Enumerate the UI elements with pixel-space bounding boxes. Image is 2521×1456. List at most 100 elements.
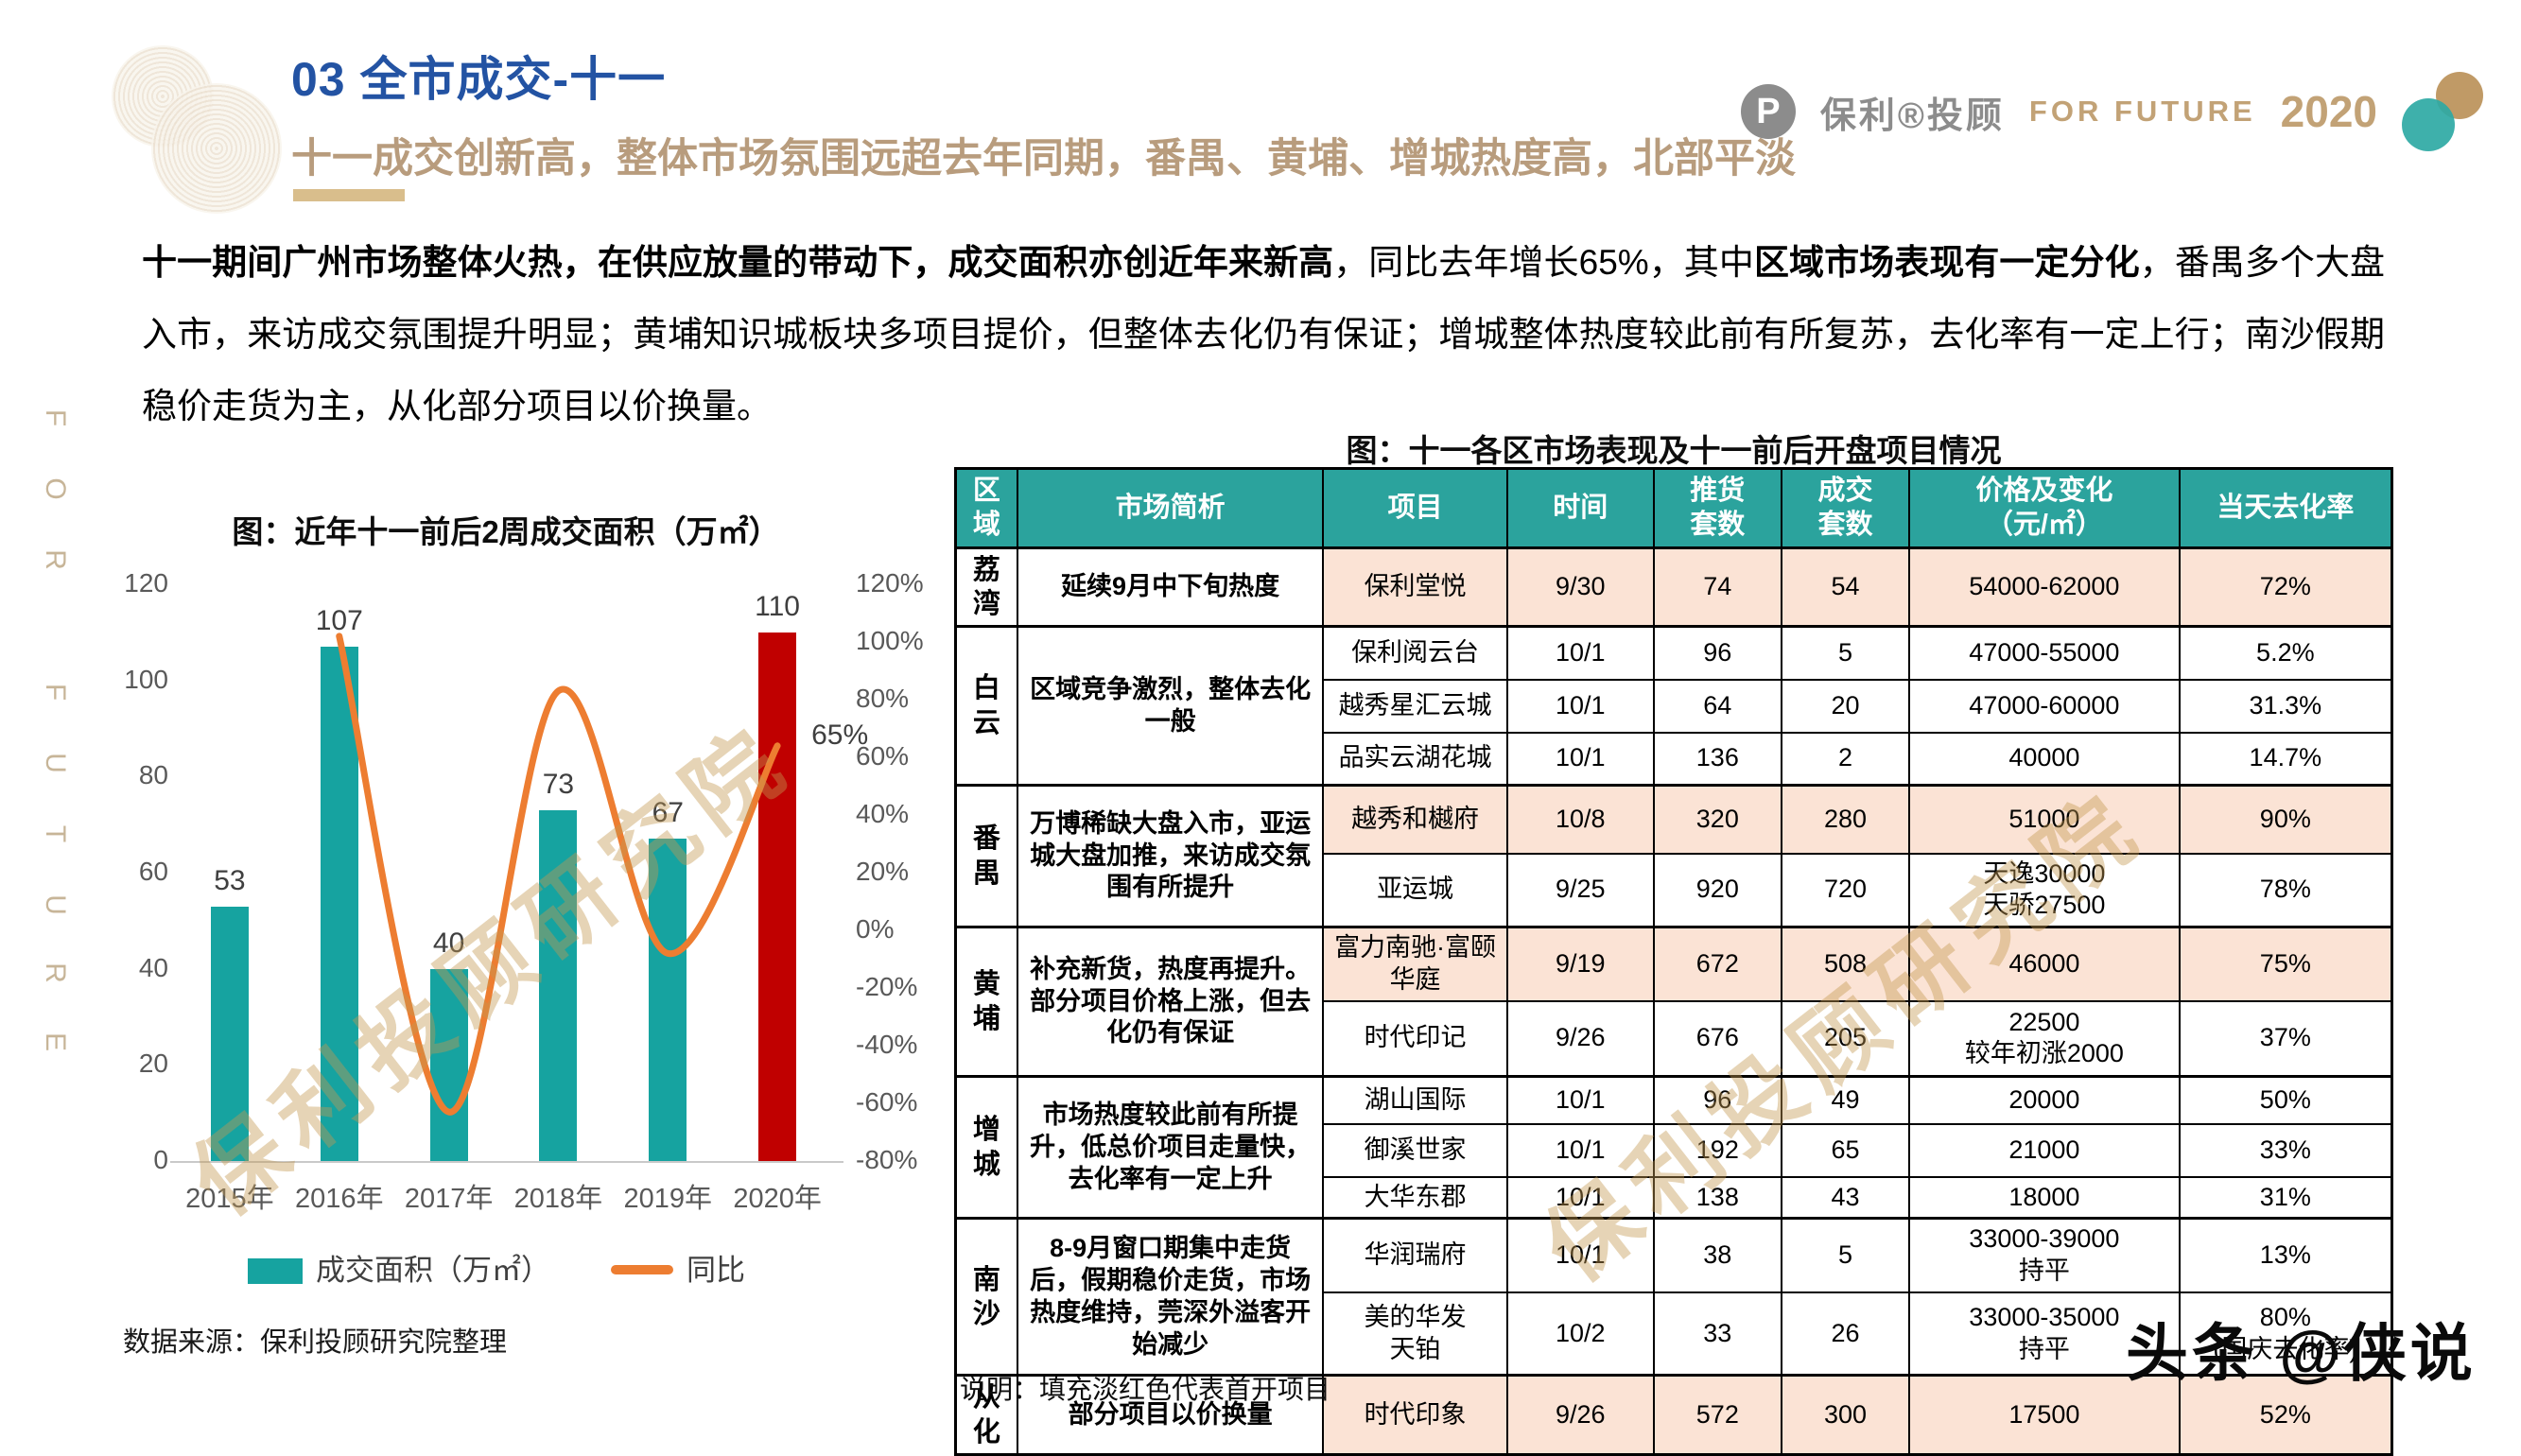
price-cell: 天逸30000 天骄27500 (1908, 852, 2181, 928)
source-badge: 头条 @侠说 (2126, 1318, 2477, 1388)
sold-cell: 5 (1780, 1217, 1911, 1293)
x-axis-label: 2017年 (404, 1184, 494, 1214)
y-left-tick: 20 (138, 1049, 168, 1079)
sold-cell: 2 (1780, 731, 1911, 787)
price-cell: 20000 (1908, 1075, 2181, 1125)
bar-value-label: 73 (542, 768, 575, 800)
bar-value-label: 67 (652, 797, 684, 829)
date-cell: 9/26 (1505, 1374, 1655, 1456)
rate-cell: 90% (2178, 784, 2393, 855)
side-letter: R (40, 962, 71, 983)
brand-year: 2020 (2280, 87, 2377, 136)
table-row: 黄埔 补充新货，热度再提升。部分项目价格上涨，但去化仍有保证 富力南驰·富颐华庭 9/… (954, 926, 2393, 1078)
chart-title: 图：近年十一前后2周成交面积（万㎡） (232, 514, 780, 549)
column-header: 项目 (1322, 467, 1508, 548)
column-header: 成交 套数 (1780, 467, 1911, 548)
date-cell: 10/1 (1505, 1122, 1655, 1178)
rate-cell: 31% (2178, 1175, 2393, 1220)
project-cell: 越秀星汇云城 (1322, 678, 1508, 734)
price-cell: 46000 (1908, 926, 2181, 1002)
sold-cell: 300 (1780, 1374, 1911, 1456)
rate-cell: 78% (2178, 852, 2393, 928)
date-cell: 10/8 (1505, 784, 1655, 855)
project-cell: 保利堂悦 (1322, 546, 1508, 628)
bar-2019年 (649, 839, 687, 1161)
y-right-tick: 120% (856, 568, 924, 598)
supply-cell: 572 (1652, 1374, 1782, 1456)
region-cell: 荔湾 (954, 546, 1018, 628)
rate-cell: 75% (2178, 926, 2393, 1002)
column-header: 推货 套数 (1652, 467, 1782, 548)
region-cell: 番禺 (954, 784, 1018, 928)
project-cell: 大华东郡 (1322, 1175, 1508, 1220)
page-subtitle: 十一成交创新高，整体市场氛围远超去年同期，番禺、黄埔、增城热度高，北部平淡 (291, 136, 1796, 182)
project-cell: 品实云湖花城 (1322, 731, 1508, 787)
table-row: 南沙 8-9月窗口期集中走货后，假期稳价走货，市场热度维持，莞深外溢客开始减少 华润… (954, 1217, 2393, 1377)
supply-cell: 672 (1652, 926, 1782, 1002)
x-axis-line (170, 1161, 843, 1163)
project-cell: 时代印记 (1322, 999, 1508, 1078)
date-cell: 9/30 (1505, 546, 1655, 628)
price-cell: 40000 (1908, 731, 2181, 787)
rate-cell: 13% (2178, 1217, 2393, 1293)
yoy-annotation: 65% (811, 719, 869, 751)
subtitle-underline (293, 189, 405, 201)
market-brief-cell: 万博稀缺大盘入市，亚运城大盘加推，来访成交氛围有所提升 (1016, 784, 1325, 928)
project-cell: 保利阅云台 (1322, 625, 1508, 681)
y-left-tick: 120 (124, 568, 168, 598)
bar-value-label: 110 (755, 590, 800, 622)
date-cell: 9/25 (1505, 852, 1655, 928)
supply-cell: 136 (1652, 731, 1782, 787)
summary-segment-bold: 十一期间广州市场整体火热，在供应放量的带动下，成交面积亦创近年来新高 (142, 243, 1334, 282)
project-cell: 亚运城 (1322, 852, 1508, 928)
poly-p-icon: P (1740, 84, 1796, 139)
rate-cell: 33% (2178, 1122, 2393, 1178)
rate-cell: 14.7% (2178, 731, 2393, 787)
region-cell: 黄埔 (954, 926, 1018, 1078)
bar-value-label: 40 (432, 927, 465, 959)
bar-value-label: 53 (214, 864, 246, 896)
y-right-tick: 100% (856, 626, 924, 655)
y-right-tick: -60% (856, 1087, 918, 1117)
side-letter: E (40, 1031, 71, 1051)
chart-legend: 成交面积（万㎡） 同比 (123, 1246, 870, 1289)
market-brief-cell: 延续9月中下旬热度 (1016, 546, 1325, 628)
column-header: 区域 (954, 467, 1018, 548)
date-cell: 10/1 (1505, 731, 1655, 787)
side-letter: T (40, 824, 71, 843)
region-cell: 增城 (954, 1074, 1018, 1220)
y-right-tick: 20% (856, 857, 910, 886)
supply-cell: 38 (1652, 1217, 1782, 1293)
rate-cell: 50% (2178, 1075, 2393, 1125)
bar-2016年 (320, 647, 358, 1161)
table-row: 美的华发 天铂 10/2 33 26 33000-35000 持平 80% (国庆去化率) (956, 1291, 2393, 1377)
y-left-tick: 0 (153, 1145, 168, 1174)
y-left-tick: 60 (138, 857, 168, 886)
column-header: 价格及变化 （元/㎡） (1908, 467, 2181, 548)
date-cell: 10/1 (1505, 1175, 1655, 1220)
bar-line-chart: 图：近年十一前后2周成交面积（万㎡） 0 20 40 60 80 100 120 120% 10… (123, 499, 979, 1397)
sold-cell: 720 (1780, 852, 1911, 928)
y-right-tick: -20% (856, 972, 918, 1001)
table-row: 大华东郡 10/1 138 43 18000 31% (956, 1175, 2393, 1220)
side-letter: R (40, 549, 71, 570)
sold-cell: 5 (1780, 625, 1911, 681)
supply-cell: 33 (1652, 1291, 1782, 1377)
price-cell: 21000 (1908, 1122, 2181, 1178)
column-header: 市场简析 (1016, 467, 1325, 548)
x-axis-label: 2016年 (294, 1184, 384, 1214)
supply-cell: 320 (1652, 784, 1782, 855)
date-cell: 10/1 (1505, 1075, 1655, 1125)
summary-paragraph: 十一期间广州市场整体火热，在供应放量的带动下，成交面积亦创近年来新高，同比去年增… (142, 227, 2385, 442)
date-cell: 10/1 (1505, 1217, 1655, 1293)
date-cell: 10/2 (1505, 1291, 1655, 1377)
logo-circles-icon (2402, 72, 2483, 151)
price-cell: 47000-55000 (1908, 625, 2181, 681)
sold-cell: 280 (1780, 784, 1911, 855)
summary-segment: ，番禺多个大盘入市，来访成交氛围提升明显；黄埔知识城板块多项目提价，但整体去化仍… (142, 243, 2386, 425)
price-cell: 47000-60000 (1908, 678, 2181, 734)
table-row: 荔湾 延续9月中下旬热度 保利堂悦 9/30 74 54 54000-62000 72% (954, 546, 2393, 628)
x-axis-label: 2015年 (185, 1184, 274, 1214)
bar-2018年 (539, 809, 578, 1161)
project-cell: 时代印象 (1322, 1374, 1508, 1456)
